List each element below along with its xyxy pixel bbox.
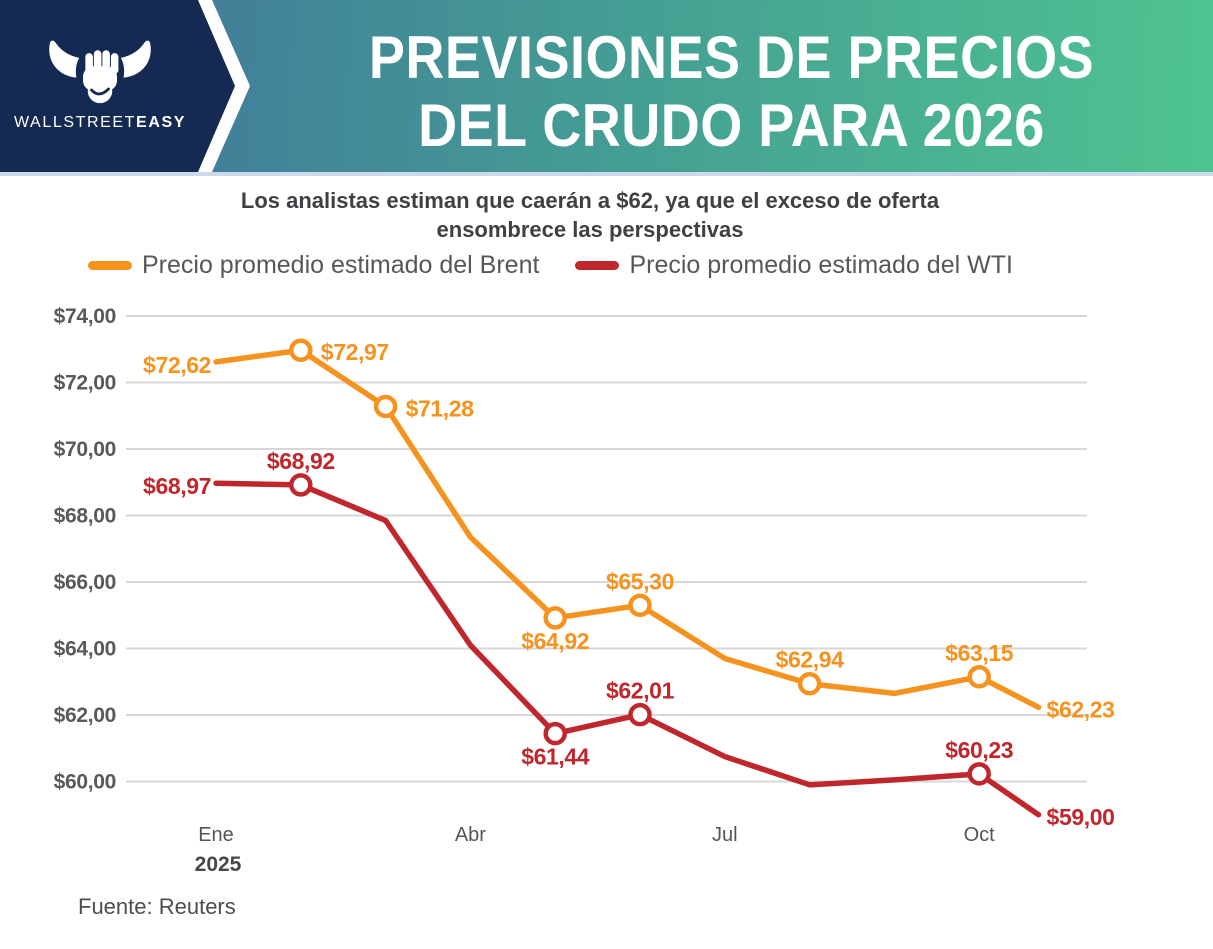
data-point-label: $72,62: [143, 352, 211, 378]
x-axis-tick-label: Ene: [198, 824, 234, 846]
data-point-label: $68,92: [267, 448, 335, 474]
y-axis-tick-label: $74,00: [54, 305, 116, 328]
legend-item-wti: Precio promedio estimado del WTI: [575, 251, 1013, 280]
page-title-line1: PREVISIONES DE PRECIOS: [368, 24, 1095, 92]
data-point-label: $71,28: [406, 395, 475, 421]
data-point-label: $61,44: [521, 744, 590, 770]
y-axis-tick-label: $70,00: [54, 438, 116, 461]
data-point-label: $68,97: [143, 473, 211, 499]
x-axis-tick-label: Oct: [964, 824, 996, 846]
data-point-label: $60,23: [945, 737, 1013, 763]
data-point-marker: [628, 593, 652, 618]
y-axis-tick-label: $72,00: [54, 372, 116, 395]
data-point-marker: [543, 721, 567, 746]
data-point-label: $59,00: [1047, 804, 1115, 830]
data-point-marker: [543, 606, 567, 630]
series-line: [213, 347, 1042, 711]
brent-line-swatch: [88, 261, 132, 270]
chart-subtitle-line1: Los analistas estiman que caerán a $62, …: [240, 188, 940, 213]
data-point-marker: [289, 338, 313, 362]
data-point-label: $62,23: [1047, 696, 1115, 722]
y-axis-tick-label: $60,00: [54, 771, 116, 794]
data-point-marker: [373, 394, 398, 419]
bull-icon: [49, 40, 151, 104]
data-point-label: $64,92: [521, 628, 589, 654]
legend-label-wti: Precio promedio estimado del WTI: [629, 251, 1013, 279]
chart-subtitle-line2: ensombrece las perspectivas: [436, 217, 744, 242]
source-note: Fuente: Reuters: [78, 894, 236, 919]
page-title: PREVISIONES DE PRECIOS DEL CRUDO PARA 20…: [250, 24, 1213, 161]
chart-subtitle: Los analistas estiman que caerán a $62, …: [0, 186, 1180, 244]
y-axis-tick-label: $64,00: [54, 638, 116, 661]
brand-name-regular: WALLSTREET: [13, 114, 137, 131]
x-axis-year-label: 2025: [195, 853, 242, 876]
data-point-label: $62,94: [776, 647, 845, 673]
wti-line-swatch: [575, 261, 620, 270]
data-point-marker: [289, 473, 313, 497]
header-chevron: WALLSTREETEASY: [0, 0, 235, 172]
data-point-marker: [628, 702, 652, 727]
x-axis-tick-label: Abr: [455, 824, 486, 846]
y-axis-tick-label: $62,00: [54, 704, 116, 727]
y-axis-tick-label: $66,00: [54, 571, 116, 594]
header-banner: PREVISIONES DE PRECIOS DEL CRUDO PARA 20…: [0, 0, 1213, 172]
data-point-marker: [797, 671, 822, 696]
data-point-label: $62,01: [606, 678, 675, 704]
chart-legend: Precio promedio estimado del Brent Preci…: [88, 251, 1013, 280]
brand-name: WALLSTREETEASY: [0, 114, 200, 132]
data-point-label: $72,97: [321, 339, 389, 365]
header-divider: [0, 172, 1213, 176]
data-point-marker: [967, 762, 991, 786]
legend-item-brent: Precio promedio estimado del Brent: [88, 251, 539, 280]
data-point-marker: [967, 665, 991, 689]
data-point-label: $63,15: [945, 640, 1014, 666]
y-axis-tick-label: $68,00: [54, 505, 116, 528]
x-axis-tick-label: Jul: [712, 824, 738, 846]
legend-label-brent: Precio promedio estimado del Brent: [142, 251, 540, 279]
page-title-line2: DEL CRUDO PARA 2026: [418, 92, 1045, 160]
brand-name-bold: EASY: [136, 114, 187, 131]
brand-logo: WALLSTREETEASY: [0, 38, 200, 132]
data-point-label: $65,30: [606, 568, 674, 594]
